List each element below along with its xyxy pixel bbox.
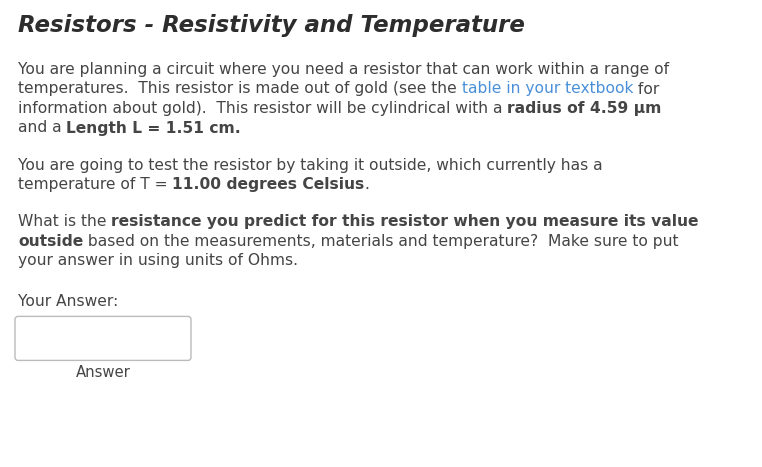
Text: .: . <box>365 177 370 192</box>
Text: for: for <box>633 82 659 97</box>
Text: resistance you predict for this resistor when you measure its value: resistance you predict for this resistor… <box>111 214 699 229</box>
Text: You are planning a circuit where you need a resistor that can work within a rang: You are planning a circuit where you nee… <box>18 62 669 77</box>
Text: Answer: Answer <box>75 365 130 381</box>
Text: your answer in using units of Ohms.: your answer in using units of Ohms. <box>18 253 298 268</box>
Text: information about gold).  This resistor will be cylindrical with a: information about gold). This resistor w… <box>18 101 507 116</box>
Text: based on the measurements, materials and temperature?  Make sure to put: based on the measurements, materials and… <box>83 234 679 248</box>
Text: table in your textbook: table in your textbook <box>462 82 633 97</box>
FancyBboxPatch shape <box>15 317 191 361</box>
Text: What is the: What is the <box>18 214 111 229</box>
Text: temperature of T =: temperature of T = <box>18 177 172 192</box>
Text: and a: and a <box>18 120 66 135</box>
Text: Resistors - Resistivity and Temperature: Resistors - Resistivity and Temperature <box>18 14 525 37</box>
Text: You are going to test the resistor by taking it outside, which currently has a: You are going to test the resistor by ta… <box>18 157 603 172</box>
Text: temperatures.  This resistor is made out of gold (see the: temperatures. This resistor is made out … <box>18 82 462 97</box>
Text: outside: outside <box>18 234 83 248</box>
Text: Your Answer:: Your Answer: <box>18 294 118 309</box>
Text: 11.00 degrees Celsius: 11.00 degrees Celsius <box>172 177 365 192</box>
Text: radius of 4.59 μm: radius of 4.59 μm <box>507 101 661 116</box>
Text: Length L = 1.51 cm.: Length L = 1.51 cm. <box>66 120 242 135</box>
